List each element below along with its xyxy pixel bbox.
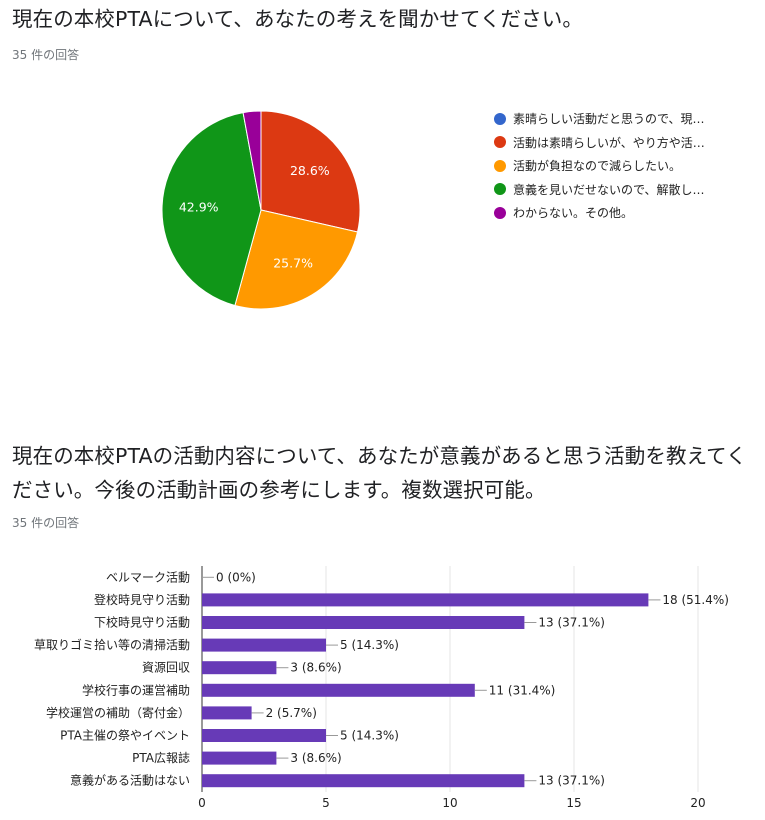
x-tick-label: 0 bbox=[198, 796, 206, 810]
bar-value-label: 11 (31.4%) bbox=[489, 683, 556, 697]
pie-slice bbox=[260, 110, 361, 233]
legend-label: わからない。その他。 bbox=[513, 206, 634, 221]
legend-item: 素晴らしい活動だと思うので、現… bbox=[494, 107, 705, 131]
x-tick-label: 5 bbox=[322, 796, 330, 810]
x-tick-label: 20 bbox=[690, 796, 705, 810]
bar bbox=[202, 706, 252, 720]
bar bbox=[202, 616, 525, 629]
bar-value-label: 0 (0%) bbox=[216, 570, 256, 584]
legend-item: 活動は素晴らしいが、やり方や活… bbox=[494, 131, 705, 155]
legend-label: 素晴らしい活動だと思うので、現… bbox=[513, 112, 705, 127]
bar-value-label: 3 (8.6%) bbox=[290, 661, 341, 675]
bar bbox=[202, 729, 326, 742]
pie-slice bbox=[161, 112, 262, 307]
question-1-title: 現在の本校PTAについて、あなたの考えを聞かせてください。 bbox=[12, 7, 583, 31]
bar-value-label: 13 (37.1%) bbox=[538, 616, 605, 630]
bar bbox=[202, 593, 649, 607]
pie-slice bbox=[242, 110, 262, 211]
legend-item: 活動が負担なので減らしたい。 bbox=[494, 154, 705, 178]
legend-item: わからない。その他。 bbox=[494, 201, 705, 225]
legend-swatch bbox=[494, 159, 506, 172]
bar bbox=[202, 638, 326, 652]
x-tick-label: 10 bbox=[442, 796, 457, 810]
bar-value-label: 13 (37.1%) bbox=[538, 774, 605, 788]
bar-value-label: 2 (5.7%) bbox=[266, 706, 317, 720]
bar-value-label: 5 (14.3%) bbox=[340, 729, 399, 743]
pie-chart: 28.6% 25.7% 42.9% bbox=[161, 110, 361, 310]
pie-slice-label: 25.7% bbox=[273, 256, 313, 271]
bar bbox=[202, 683, 475, 697]
x-tick-label: 15 bbox=[566, 796, 581, 810]
bar-category-label: 資源回収 bbox=[142, 661, 190, 675]
bar-value-label: 3 (8.6%) bbox=[290, 751, 341, 765]
question-1-response-count: 35 件の回答 bbox=[12, 48, 80, 62]
legend-swatch bbox=[494, 136, 506, 149]
pie-slice-label: 28.6% bbox=[290, 163, 330, 178]
legend-swatch bbox=[494, 183, 506, 196]
legend-swatch bbox=[494, 112, 506, 125]
question-2-title: 現在の本校PTAの活動内容について、あなたが意義があると思う活動を教えてください… bbox=[12, 444, 747, 502]
bar-category-label: 草取りゴミ拾い等の清掃活動 bbox=[34, 637, 190, 652]
legend-swatch bbox=[494, 206, 506, 219]
bar-category-label: PTA主催の祭やイベント bbox=[60, 729, 190, 743]
legend-label: 意義を見いだせないので、解散し… bbox=[513, 182, 705, 197]
pie-legend: 素晴らしい活動だと思うので、現… 活動は素晴らしいが、やり方や活… 活動が負担なので… bbox=[494, 107, 705, 225]
bar-category-label: PTA広報誌 bbox=[132, 750, 190, 765]
bar-category-label: 下校時見守り活動 bbox=[94, 615, 190, 630]
bar bbox=[202, 774, 525, 788]
pie-slice bbox=[234, 209, 359, 310]
bar-category-label: 登校時見守り活動 bbox=[94, 592, 190, 607]
bar-value-label: 5 (14.3%) bbox=[340, 638, 399, 652]
bar-category-label: 意義がある活動はない bbox=[70, 773, 190, 788]
bar bbox=[202, 751, 277, 765]
question-2-response-count: 35 件の回答 bbox=[12, 516, 80, 530]
pie-slice-label: 42.9% bbox=[179, 199, 219, 214]
legend-label: 活動は素晴らしいが、やり方や活… bbox=[513, 135, 705, 150]
bar-value-label: 18 (51.4%) bbox=[662, 593, 729, 607]
bar-category-label: 学校運営の補助（寄付金） bbox=[46, 705, 190, 720]
legend-item: 意義を見いだせないので、解散し… bbox=[494, 178, 705, 202]
bar bbox=[202, 661, 277, 675]
bar-category-label: 学校行事の運営補助 bbox=[82, 682, 190, 697]
legend-label: 活動が負担なので減らしたい。 bbox=[513, 159, 682, 174]
bar-category-label: ベルマーク活動 bbox=[106, 570, 190, 584]
